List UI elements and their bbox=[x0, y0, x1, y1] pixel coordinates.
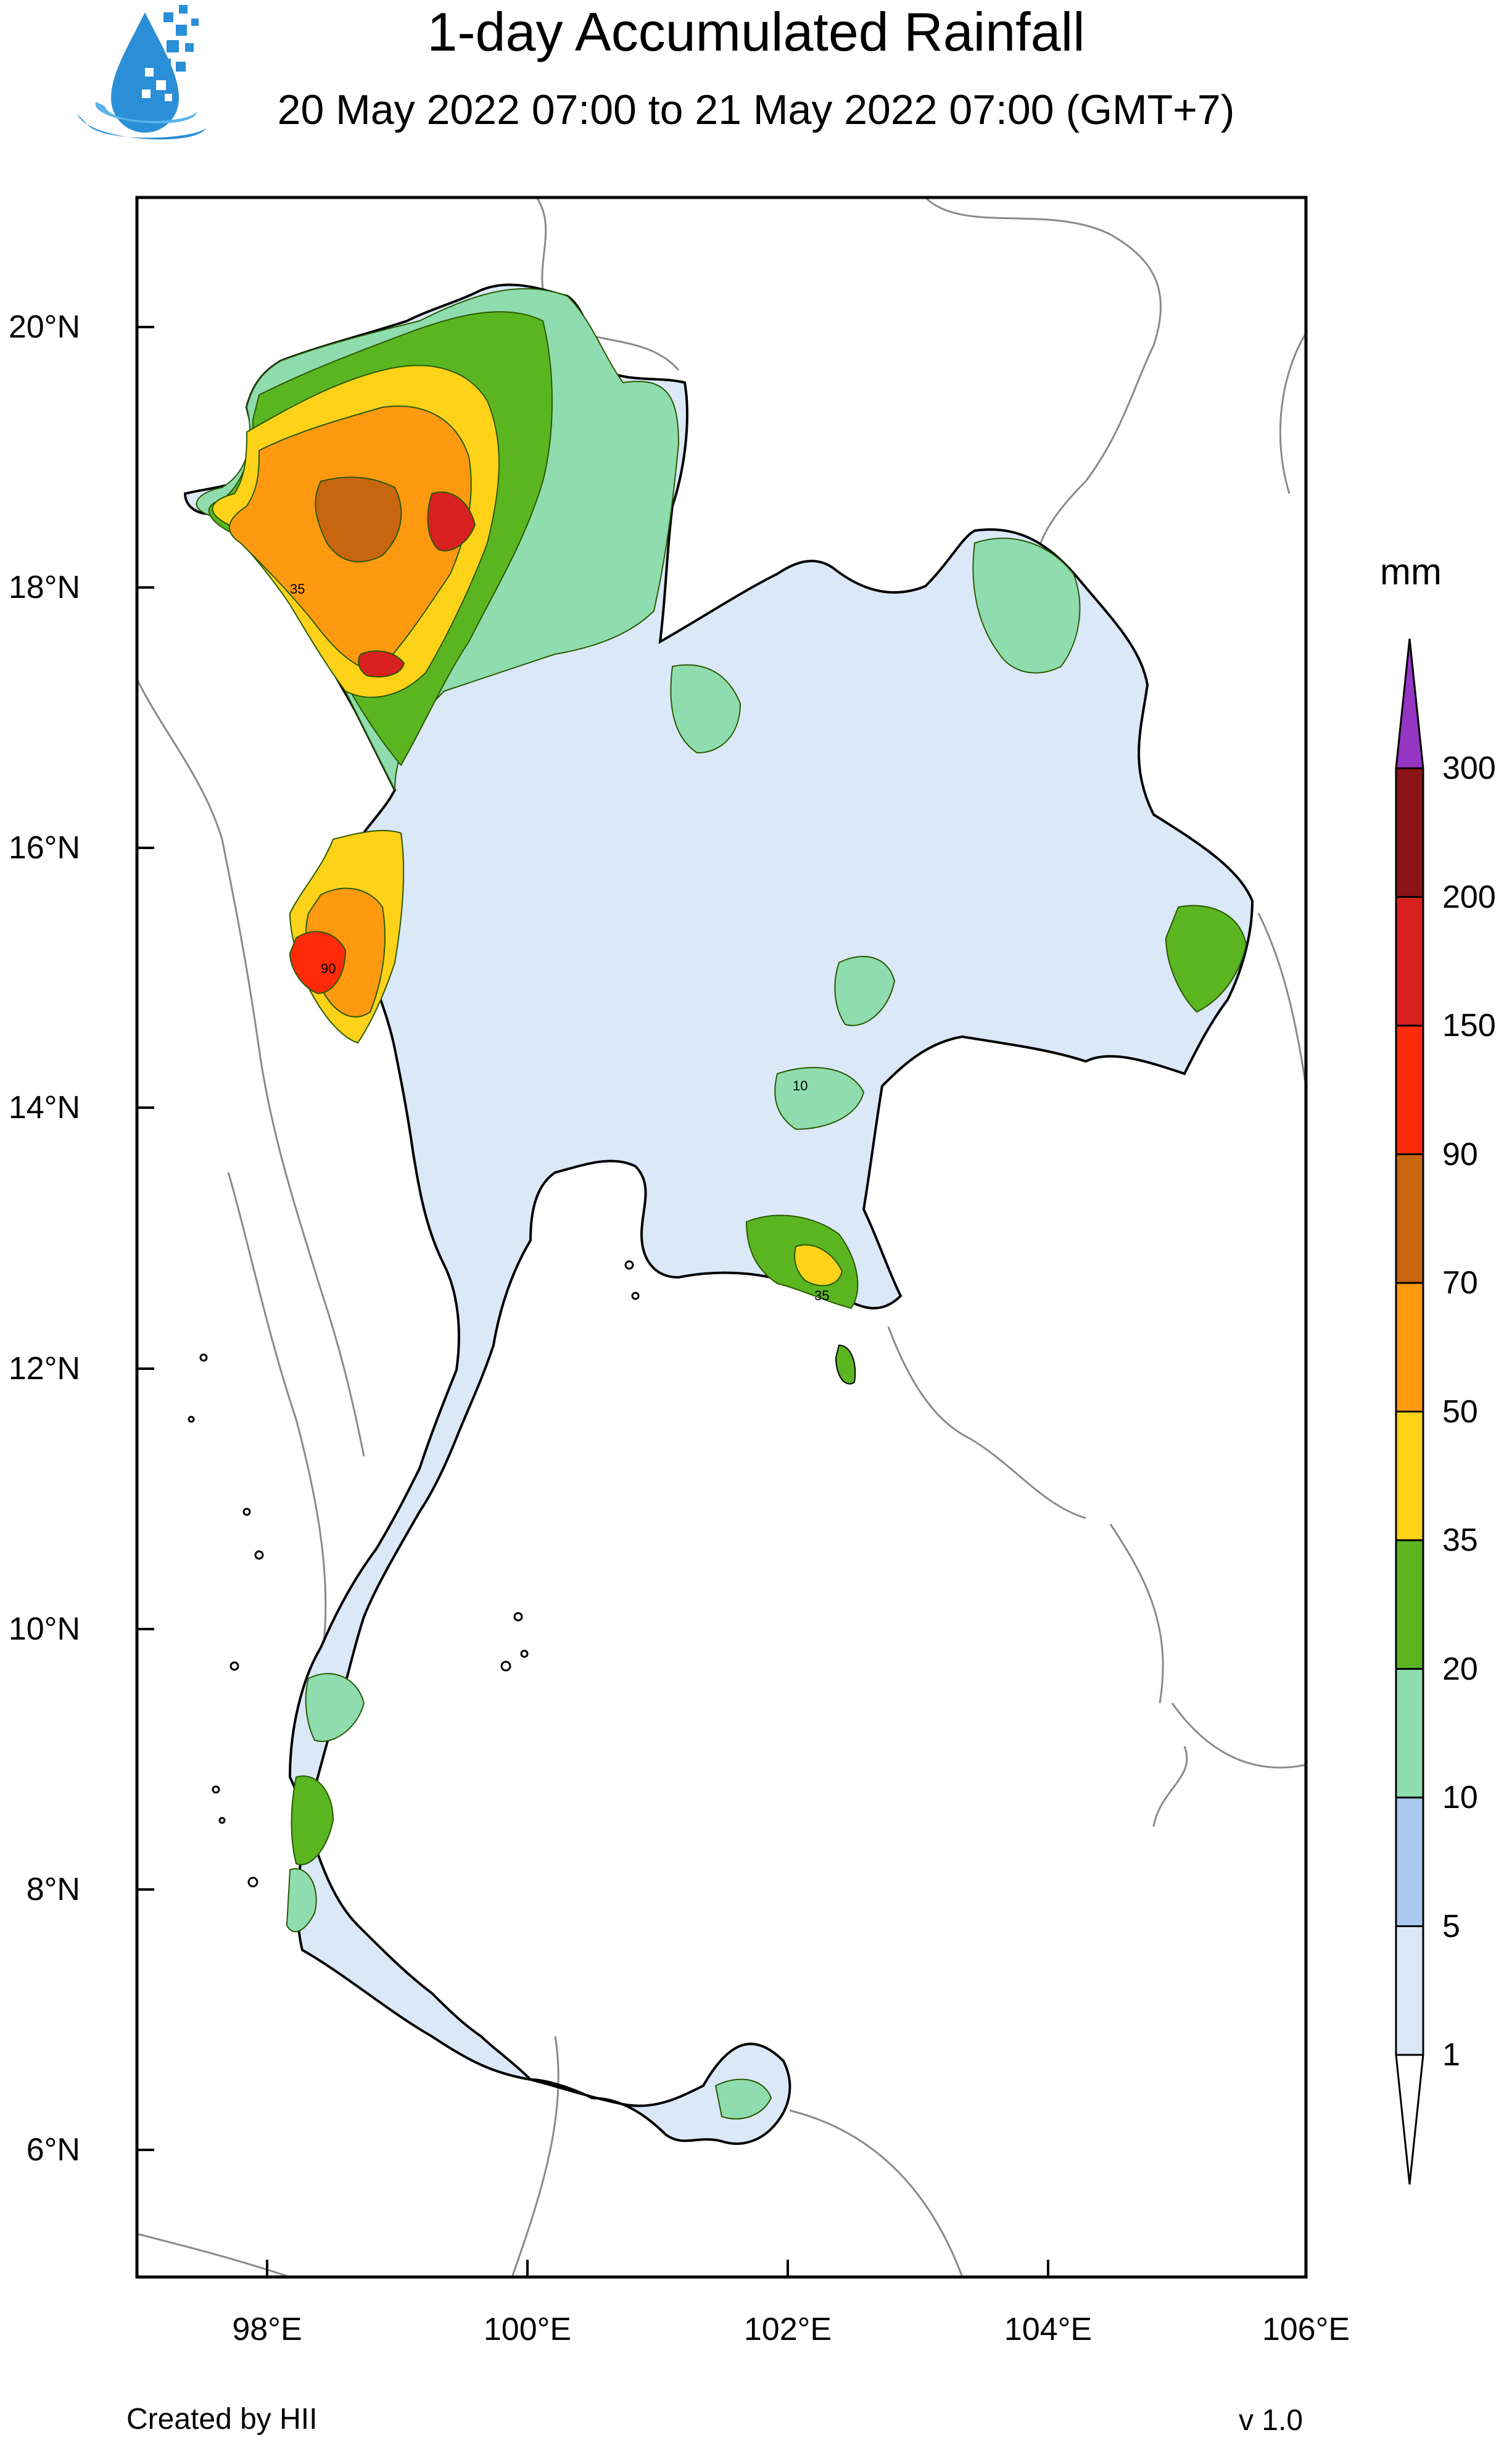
islands-green bbox=[835, 1344, 856, 1385]
colorbar-level-label: 20 bbox=[1442, 1651, 1478, 1687]
colorbar bbox=[1395, 638, 1424, 2185]
colorbar-box bbox=[1395, 1282, 1424, 1412]
lon-label: 106°E bbox=[1262, 2312, 1350, 2347]
colorbar-level-label: 90 bbox=[1442, 1136, 1478, 1172]
colorbar-box bbox=[1395, 1668, 1424, 1799]
lat-label: 10°N bbox=[8, 1611, 80, 1647]
lon-label: 100°E bbox=[483, 2312, 572, 2347]
lat-label: 20°N bbox=[8, 309, 80, 345]
colorbar-over-triangle bbox=[1395, 638, 1424, 769]
lat-label: 6°N bbox=[26, 2132, 80, 2168]
contour-label: 10 bbox=[793, 1078, 808, 1093]
lat-label: 16°N bbox=[8, 830, 80, 866]
lon-label: 104°E bbox=[1004, 2312, 1093, 2347]
colorbar-level-label: 50 bbox=[1442, 1393, 1478, 1430]
islands bbox=[188, 1260, 640, 1888]
colorbar-box bbox=[1395, 1411, 1424, 1541]
colorbar-unit: mm bbox=[1380, 551, 1442, 592]
colorbar-box bbox=[1395, 1153, 1424, 1284]
colorbar-box bbox=[1395, 896, 1424, 1027]
colorbar-box bbox=[1395, 1796, 1424, 1927]
colorbar-level-label: 70 bbox=[1442, 1265, 1478, 1301]
colorbar-box bbox=[1395, 1925, 1424, 2056]
colorbar-level-label: 150 bbox=[1442, 1008, 1496, 1043]
lon-label: 98°E bbox=[232, 2312, 302, 2347]
lat-label: 12°N bbox=[8, 1351, 80, 1387]
rainfall-zones bbox=[196, 288, 1247, 2120]
contour-label: 35 bbox=[290, 581, 305, 597]
version-text: v 1.0 bbox=[1239, 2404, 1303, 2437]
chart-subtitle: 20 May 2022 07:00 to 21 May 2022 07:00 (… bbox=[277, 86, 1235, 133]
lat-ticks bbox=[137, 326, 154, 2151]
colorbar-box bbox=[1395, 1024, 1424, 1155]
lon-ticks bbox=[266, 2260, 1307, 2277]
credit-text: Created by HII bbox=[126, 2403, 318, 2436]
neighbour-borders bbox=[137, 197, 1306, 2277]
map-border bbox=[135, 196, 1308, 2279]
colorbar-level-label: 35 bbox=[1442, 1522, 1478, 1558]
colorbar-level-label: 300 bbox=[1442, 750, 1496, 786]
contour-label: 35 bbox=[814, 1288, 830, 1303]
hii-logo bbox=[52, 0, 219, 167]
colorbar-level-label: 200 bbox=[1442, 879, 1496, 915]
lon-label: 102°E bbox=[743, 2312, 832, 2347]
lat-label: 8°N bbox=[26, 1872, 80, 1907]
colorbar-box bbox=[1395, 767, 1424, 898]
colorbar-box bbox=[1395, 1539, 1424, 1670]
colorbar-level-label: 5 bbox=[1442, 1908, 1460, 1944]
chart-title: 1-day Accumulated Rainfall bbox=[427, 1, 1085, 62]
lat-label: 14°N bbox=[8, 1090, 80, 1126]
contour-label: 90 bbox=[321, 961, 336, 976]
colorbar-under-triangle bbox=[1395, 2054, 1424, 2185]
colorbar-level-label: 1 bbox=[1442, 2037, 1460, 2073]
lat-label: 18°N bbox=[8, 570, 80, 605]
colorbar-level-label: 10 bbox=[1442, 1780, 1478, 1815]
